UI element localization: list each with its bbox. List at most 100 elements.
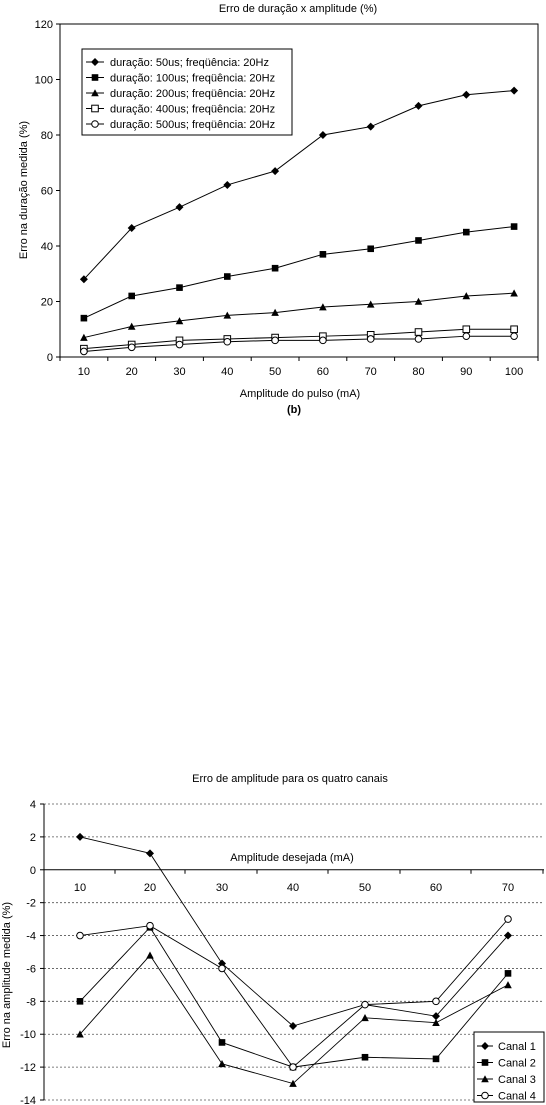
chart1-y-tick-label: 80	[41, 130, 53, 142]
chart1-data-point	[271, 167, 280, 176]
chart1-data-point	[271, 308, 279, 316]
chart2-legend-label: Canal 3	[498, 1074, 536, 1086]
chart2-y-tick-label: -8	[26, 996, 36, 1008]
chart-amplitude-error: Erro de amplitude para os quatro canais …	[1, 773, 545, 1105]
chart1-data-point	[223, 180, 232, 189]
chart2-y-tick-label: 4	[30, 799, 36, 811]
chart2-y-tick-label: 0	[30, 865, 36, 877]
chart2-y-axis: -14 -12 -10 -8 -6 -4 -2 0 2 4	[20, 799, 44, 1105]
chart2-series-4	[76, 915, 512, 1071]
chart1-data-point	[414, 101, 423, 110]
chart1-data-point	[127, 223, 136, 232]
chart1-series-3	[80, 289, 518, 341]
chart1-legend-item: duração: 100us; freqüência: 20Hz	[86, 73, 275, 85]
chart1-series-line	[83, 335, 515, 352]
chart2-data-point	[432, 1012, 440, 1021]
chart2-legend-marker	[481, 1042, 489, 1050]
chart1-data-point	[510, 332, 518, 340]
chart2-data-point	[432, 997, 440, 1006]
chart2-series-line	[79, 918, 509, 1068]
chart1-series-5	[80, 332, 518, 356]
chart1-y-tick-label: 40	[41, 241, 53, 253]
chart2-y-tick-label: -10	[20, 1029, 36, 1041]
chart1-data-point	[510, 325, 518, 334]
chart1-legend-label: duração: 400us; freqüência: 20Hz	[110, 104, 275, 116]
chart2-series-group	[76, 832, 512, 1087]
chart1-x-tick-label: 70	[365, 366, 377, 378]
chart1-x-tick-label: 80	[412, 366, 424, 378]
chart1-data-point	[271, 264, 279, 272]
chart2-data-point	[146, 849, 154, 858]
chart1-series-line	[83, 292, 515, 339]
chart2-data-point	[218, 1039, 226, 1046]
chart1-data-point	[127, 322, 136, 330]
chart1-data-point	[319, 336, 327, 345]
chart1-y-tick-label: 20	[41, 297, 53, 309]
chart2-series-3	[76, 951, 512, 1087]
chart2-data-point	[504, 981, 512, 989]
chart1-legend-label: duração: 200us; freqüência: 20Hz	[110, 88, 275, 100]
chart1-x-axis-label: Amplitude do pulso (mA)	[240, 388, 360, 400]
chart1-data-point	[223, 337, 232, 346]
chart2-legend-marker	[481, 1059, 489, 1066]
chart2-data-point	[504, 915, 512, 923]
chart1-legend: duração: 50us; freqüência: 20Hz duração: …	[81, 48, 293, 136]
chart1-data-point	[224, 273, 231, 280]
chart1-y-tick-label: 120	[35, 19, 53, 31]
chart2-series-2	[76, 924, 512, 1071]
chart2-y-tick-label: -12	[20, 1062, 36, 1074]
chart2-title: Erro de amplitude para os quatro canais	[192, 773, 388, 785]
chart1-data-point	[318, 131, 327, 139]
chart1-data-point	[80, 347, 88, 356]
chart1-x-tick-label: 40	[221, 366, 233, 378]
chart1-y-tick-label: 100	[35, 75, 53, 87]
chart1-data-point	[462, 325, 471, 334]
chart1-x-tick-label: 20	[126, 366, 138, 378]
chart2-data-point	[76, 998, 84, 1005]
chart1-series-1	[79, 86, 519, 284]
chart1-series-2	[80, 223, 518, 322]
chart2-y-tick-label: 2	[30, 832, 36, 844]
chart2-data-point	[76, 832, 84, 841]
chart2-x-tick-label: 20	[144, 882, 156, 894]
chart2-series-line	[79, 836, 509, 1027]
chart2-x-tick-label: 50	[359, 882, 371, 894]
chart1-legend-marker	[91, 74, 99, 81]
chart2-data-point	[76, 1030, 84, 1038]
chart1-y-axis-label: Erro na duração medida (%)	[18, 121, 30, 259]
chart2-data-point	[289, 1079, 297, 1087]
chart2-legend-marker	[481, 1091, 489, 1100]
chart1-legend-item: duração: 50us; freqüência: 20Hz	[86, 57, 269, 69]
chart1-x-tick-label: 10	[78, 366, 90, 378]
chart1-legend-box	[81, 48, 293, 136]
chart2-x-tick-label: 60	[430, 882, 442, 894]
chart2-x-tick-label: 40	[287, 882, 299, 894]
chart2-data-point	[504, 931, 512, 940]
chart2-legend: Canal 1 Canal 2 Canal 3 Canal 4	[473, 1031, 545, 1103]
chart1-data-point	[175, 340, 184, 349]
chart2-data-point	[218, 1060, 226, 1068]
chart1-data-point	[462, 292, 471, 300]
chart1-legend-label: duração: 100us; freqüência: 20Hz	[110, 73, 275, 85]
chart2-legend-item: Canal 2	[477, 1058, 536, 1070]
chart1-data-point	[367, 245, 374, 253]
chart1-data-point	[510, 289, 518, 297]
chart1-data-point	[128, 292, 135, 300]
chart2-data-point	[146, 951, 154, 959]
chart1-data-point	[415, 237, 422, 244]
chart1-data-point	[319, 303, 327, 311]
chart1-legend-item: duração: 200us; freqüência: 20Hz	[86, 88, 275, 100]
chart1-legend-item: duração: 400us; freqüência: 20Hz	[86, 104, 275, 116]
chart2-data-point	[218, 964, 226, 973]
chart1-caption: (b)	[287, 404, 301, 416]
chart1-data-point	[366, 300, 375, 308]
chart1-data-point	[175, 317, 184, 325]
chart2-x-tick-label: 10	[74, 882, 86, 894]
chart1-legend-marker	[91, 104, 99, 113]
chart2-data-point	[361, 1053, 369, 1061]
chart1-series-line	[83, 328, 515, 350]
chart2-data-point	[361, 1000, 369, 1009]
chart1-data-point	[414, 297, 423, 305]
chart1-data-point	[414, 335, 423, 343]
